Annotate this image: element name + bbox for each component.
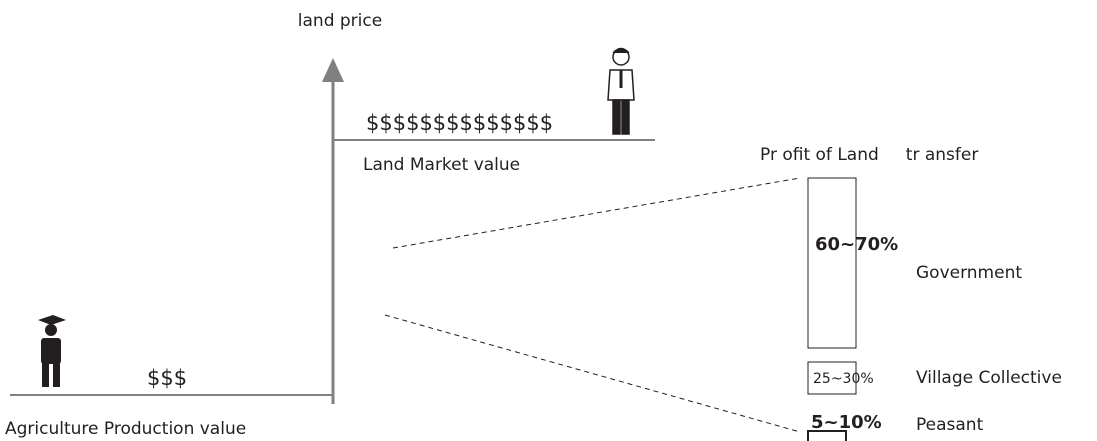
agri-symbols: $$$	[147, 366, 187, 390]
axis-label: land price	[298, 11, 382, 31]
axis-arrow	[322, 58, 344, 82]
market-symbols: $$$$$$$$$$$$$$	[366, 111, 553, 135]
share-box	[807, 430, 847, 441]
share-party: Village Collective	[916, 368, 1062, 388]
dash-upper	[392, 177, 801, 249]
farmer-icon	[38, 315, 66, 387]
share-range: 60~70%	[815, 234, 898, 255]
profit-title: Pr ofit of Land tr ansfer	[760, 145, 978, 165]
share-range: 25~30%	[813, 371, 874, 387]
share-party: Government	[916, 263, 1022, 283]
market-label: Land Market value	[363, 155, 520, 175]
share-box	[807, 361, 857, 395]
share-range: 5~10%	[811, 412, 882, 433]
share-box	[807, 177, 857, 349]
businessman-icon	[607, 47, 635, 135]
dash-lower	[384, 314, 801, 433]
agri-label: Agriculture Production value	[5, 419, 246, 439]
share-party: Peasant	[916, 415, 984, 435]
